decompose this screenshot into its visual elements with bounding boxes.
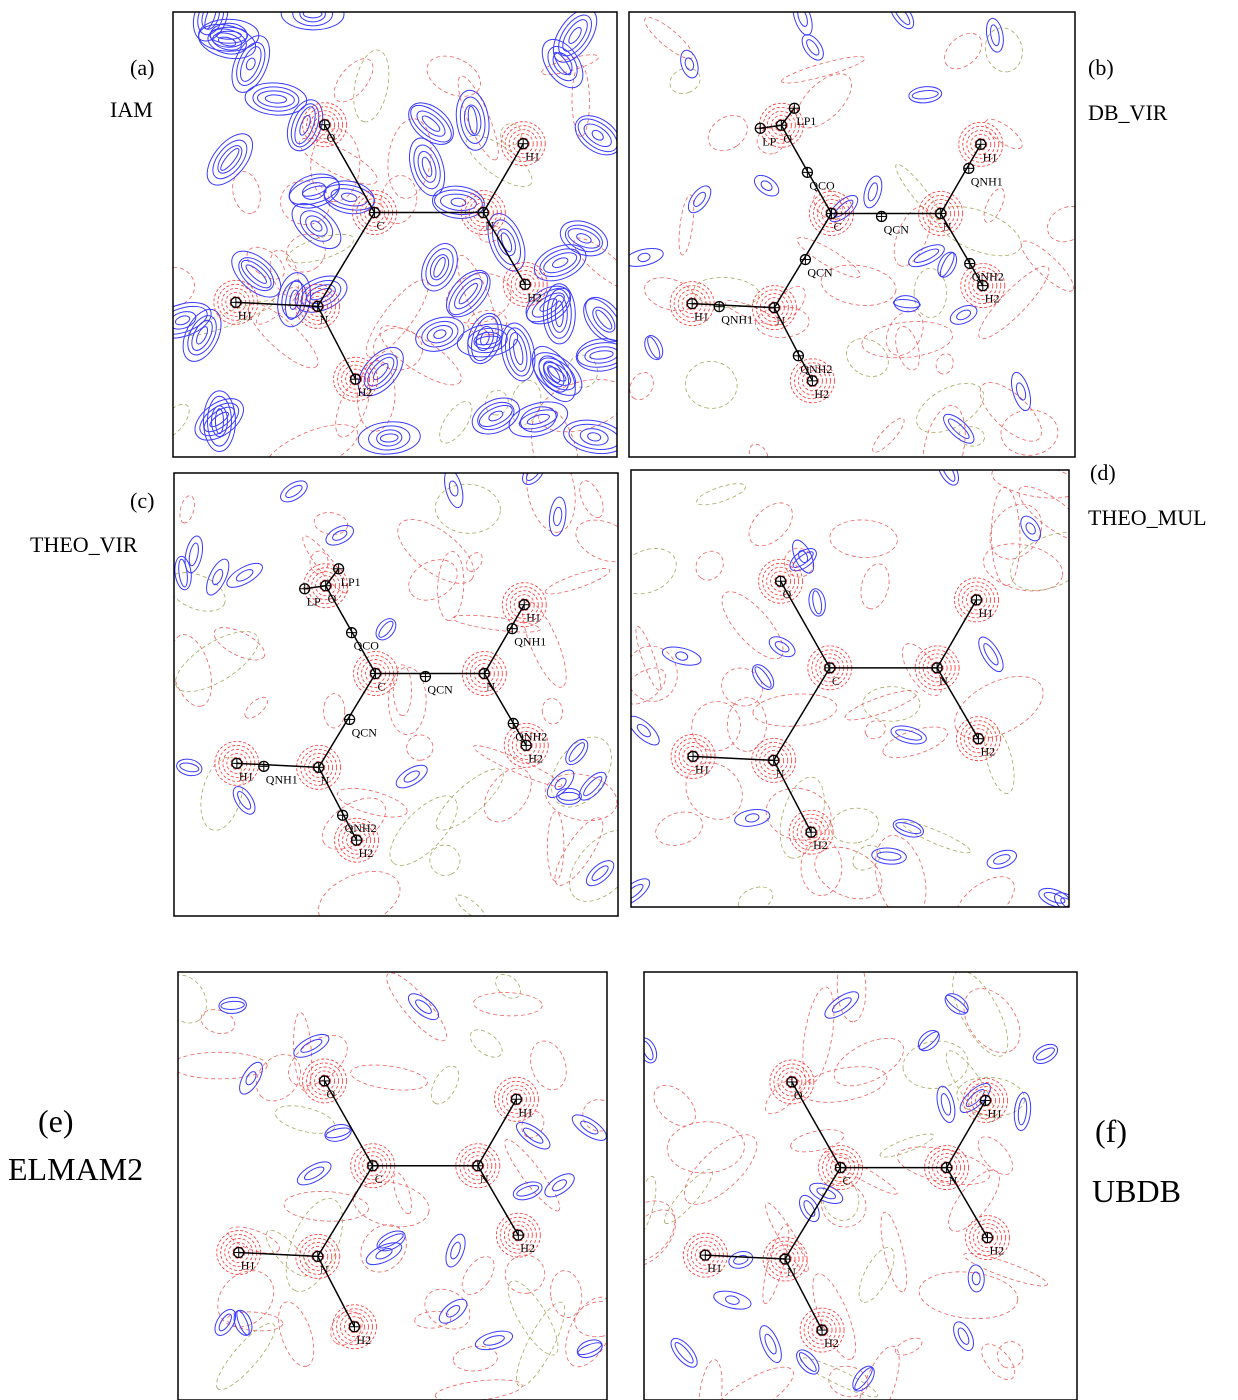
atom-label: QCN (427, 683, 453, 697)
atom-label: N (485, 219, 494, 233)
atom-label: QCO (354, 639, 380, 653)
atom-label: C (843, 1174, 851, 1188)
atom-label: H1 (695, 762, 710, 776)
atom-label: H2 (356, 1333, 371, 1347)
atom-label: QCO (809, 178, 835, 192)
panel (163, 442, 651, 939)
atom-label: H2 (528, 751, 543, 765)
atom-label: H1 (707, 1261, 722, 1275)
atom-label: H2 (980, 745, 995, 759)
atom-label: C (378, 680, 386, 694)
atom-label: O (783, 587, 792, 601)
atom-label: O (327, 1087, 336, 1101)
atom-label: N (321, 773, 330, 787)
atom-label: C (833, 219, 841, 233)
atom-label: N (949, 1174, 958, 1188)
atom-label: QNH1 (971, 174, 1003, 188)
atom-label: QNH2 (345, 821, 377, 835)
atom-label: H1 (241, 1259, 256, 1273)
panel-method: ELMAM2 (8, 1151, 143, 1187)
atom-label: QCN (352, 725, 378, 739)
atom-label: QNH2 (972, 270, 1004, 284)
atom-label: QCN (884, 222, 910, 236)
figure: O C N H1 H2 N H1 H2 (a) IAM LP1 LP O QCO C QCN N QNH1 H1 QN… (0, 0, 1238, 1400)
panel (601, 953, 1077, 1400)
atom-label: C (375, 1172, 383, 1186)
atom-label: H2 (359, 846, 374, 860)
panel-bg (629, 12, 1075, 457)
panel-tag: (b) (1088, 55, 1114, 80)
atom-label: H2 (989, 1244, 1004, 1258)
panel-tag: (a) (130, 55, 154, 80)
panel (149, 0, 638, 506)
panel-tag: (c) (130, 488, 154, 513)
atom-label: QNH1 (266, 772, 298, 786)
panel-method: THEO_MUL (1088, 505, 1207, 530)
atom-label: LP (762, 134, 776, 148)
atom-label: C (832, 674, 840, 688)
panel (623, 0, 1094, 495)
atom-label: QCN (807, 266, 833, 280)
panel-method: DB_VIR (1088, 100, 1168, 125)
atom-label: N (320, 312, 329, 326)
panel-method: UBDB (1092, 1173, 1181, 1209)
panel (154, 966, 628, 1400)
atom-label: N (486, 680, 495, 694)
atom-label: N (787, 1265, 796, 1279)
panel-tag: (e) (38, 1103, 74, 1139)
atom-label: H2 (527, 290, 542, 304)
panel-bg (631, 470, 1069, 907)
atom-label: N (480, 1172, 489, 1186)
atom-label: QNH1 (514, 635, 546, 649)
atom-label: N (776, 766, 785, 780)
panel-bg (178, 972, 607, 1400)
atom-label: H1 (983, 150, 998, 164)
atom-label: H2 (813, 838, 828, 852)
atom-label: LP1 (341, 575, 361, 589)
panel-method: THEO_VIR (30, 532, 138, 557)
atom-label: LP1 (796, 114, 816, 128)
atom-label: H2 (358, 385, 373, 399)
atom-label: QNH1 (721, 313, 753, 327)
atom-label: H1 (978, 606, 993, 620)
panel-tag: (f) (1095, 1113, 1127, 1149)
atom-label: O (328, 592, 337, 606)
atom-label: N (776, 314, 785, 328)
atom-label: H2 (985, 292, 1000, 306)
atom-label: H1 (525, 150, 540, 164)
atom-label: QNH2 (800, 362, 832, 376)
panel-bg (174, 473, 618, 916)
panel-method: IAM (110, 97, 153, 122)
atom-label: H1 (526, 611, 541, 625)
atom-label: C (377, 219, 385, 233)
panel-bg (644, 972, 1077, 1400)
atom-label: H1 (238, 308, 253, 322)
atom-label: N (939, 674, 948, 688)
atom-label: H1 (988, 1106, 1003, 1120)
panel (611, 453, 1100, 937)
panel-tag: (d) (1090, 460, 1116, 485)
atom-label: H1 (694, 310, 709, 324)
atom-label: H2 (824, 1336, 839, 1350)
atom-label: H1 (239, 769, 254, 783)
atom-label: N (943, 219, 952, 233)
atom-label: H1 (518, 1105, 533, 1119)
panel-bg (173, 12, 617, 457)
atom-label: N (320, 1262, 329, 1276)
atom-label: LP (307, 595, 321, 609)
atom-label: H2 (814, 387, 829, 401)
atom-label: O (794, 1088, 803, 1102)
atom-label: O (783, 131, 792, 145)
atom-label: H2 (520, 1241, 535, 1255)
atom-label: QNH2 (515, 729, 547, 743)
atom-label: O (327, 131, 336, 145)
